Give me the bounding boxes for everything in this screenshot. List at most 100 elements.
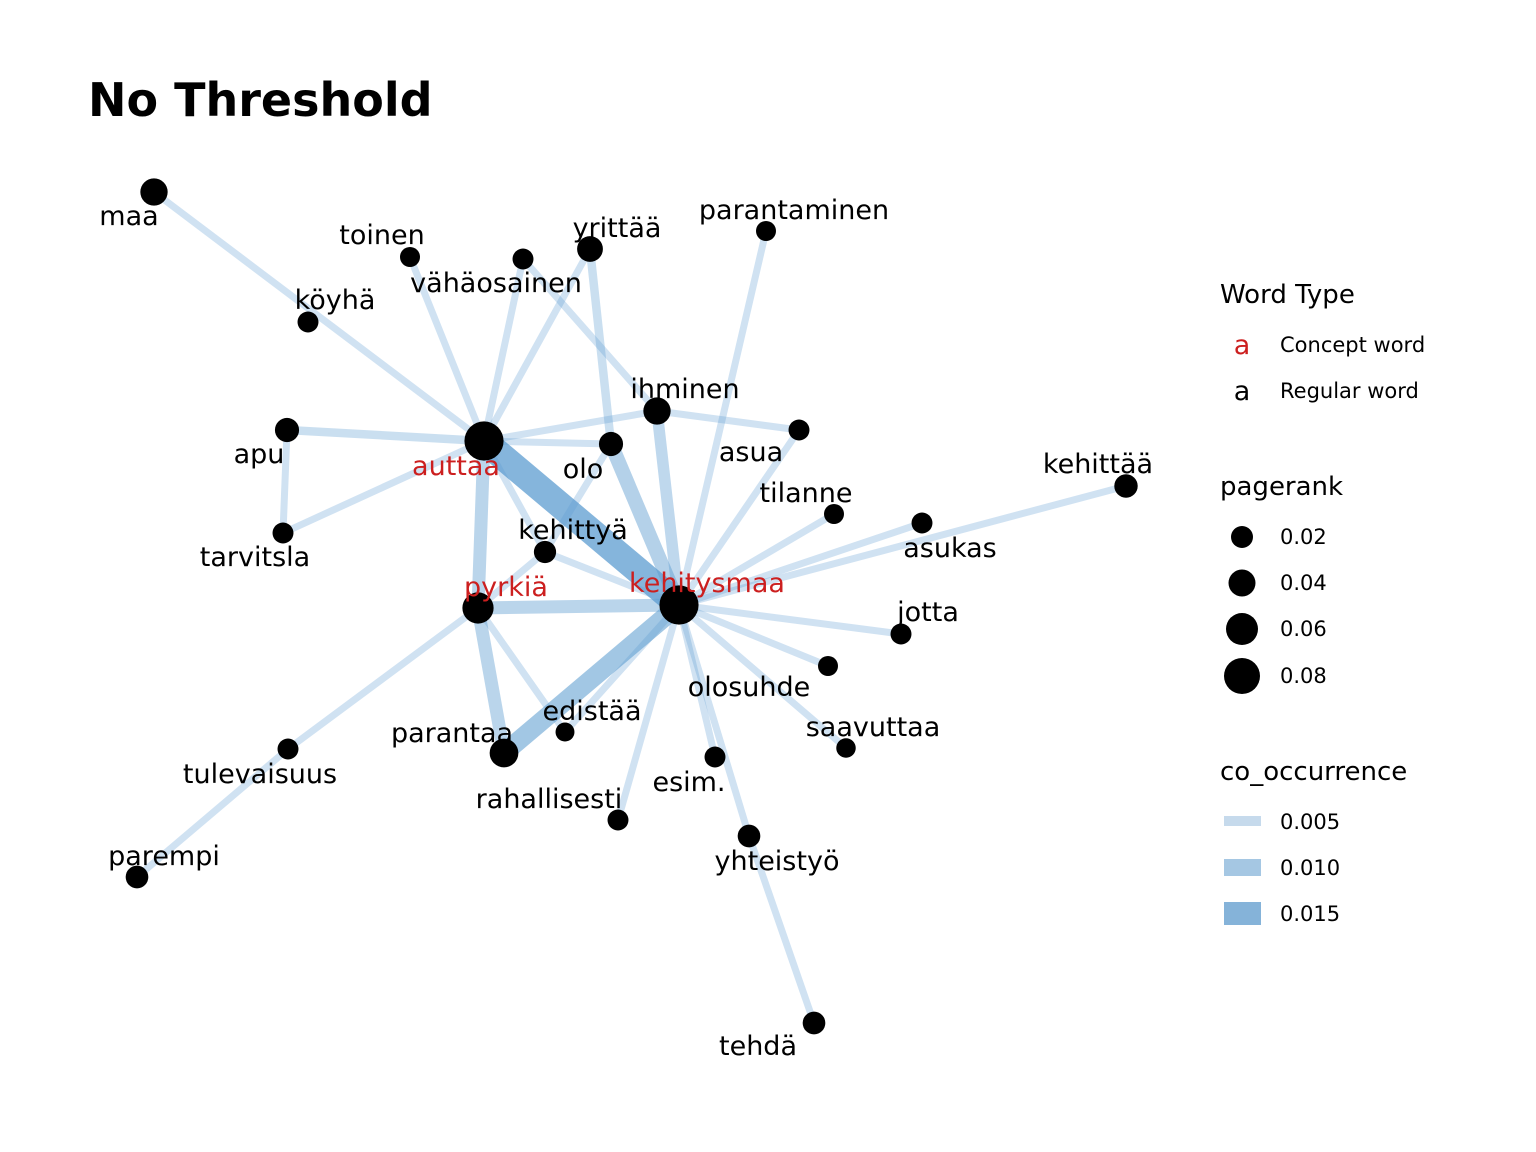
node-label-rahallisesti: rahallisesti: [476, 784, 623, 815]
node-maa: [140, 178, 168, 206]
edge-auttaa-pyrkia: [471, 440, 491, 609]
node-koyha: [297, 311, 319, 333]
node-label-olosuhde: olosuhde: [688, 672, 811, 703]
legend-regular-label: Regular word: [1280, 379, 1419, 403]
legend-co-occurrence-label: 0.010: [1280, 856, 1340, 880]
legend-pagerank-label: 0.06: [1280, 617, 1327, 641]
legend: Word Type a Concept word a Regular word …: [1220, 280, 1425, 926]
legend-concept-glyph: a: [1234, 330, 1251, 361]
node-label-edistaa: edistää: [543, 696, 642, 727]
edge-parantaminen-kehitysmaa: [675, 230, 770, 606]
edge-kehitysmaa-edistaa: [562, 602, 682, 735]
node-label-parantaminen: parantaminen: [699, 195, 889, 226]
edge-kehitysmaa-esim: [675, 604, 719, 758]
node-label-tarvitsla: tarvitsla: [200, 542, 310, 573]
edge-auttaa-kehittya: [480, 439, 549, 554]
edge-kehitysmaa-yhteistyo: [675, 603, 753, 838]
legend-co-occurrence: co_occurrence 0.005 0.010 0.015: [1220, 757, 1407, 926]
node-label-tilanne: tilanne: [760, 478, 853, 509]
edge-yhteistyo-tehda: [745, 834, 818, 1025]
node-vahaosainen: [512, 248, 534, 270]
legend-pagerank-dot: [1224, 658, 1260, 694]
node-yhteistyo: [737, 824, 761, 848]
node-tilanne: [824, 504, 844, 524]
edge-kehitysmaa-saavuttaa: [676, 602, 849, 751]
node-rahallisesti: [607, 809, 629, 831]
node-label-asukas: asukas: [903, 533, 997, 564]
edge-vahaosainen-ihminen: [520, 256, 660, 414]
node-label-parantaa: parantaa: [391, 718, 513, 749]
node-label-yhteistyo: yhteistyö: [715, 846, 840, 877]
node-label-olo: olo: [563, 454, 604, 485]
edge-ihminen-asua: [656, 407, 800, 434]
node-label-kehittaa: kehittää: [1043, 449, 1153, 480]
node-label-saavuttaa: saavuttaa: [806, 712, 941, 743]
legend-word-type-title: Word Type: [1220, 280, 1355, 310]
edge-olo-kehitysmaa: [604, 441, 686, 608]
node-tulevaisuus: [277, 738, 299, 760]
legend-co-occurrence-label: 0.015: [1280, 902, 1340, 926]
node-kehittya: [533, 540, 557, 564]
edge-pyrkia-kehitysmaa: [477, 598, 680, 615]
node-label-asua: asua: [719, 437, 783, 468]
node-label-tehda: tehdä: [719, 1031, 797, 1062]
legend-pagerank-label: 0.04: [1280, 571, 1327, 595]
node-label-pyrkia: pyrkiä: [464, 572, 548, 603]
chart-title: No Threshold: [88, 73, 433, 127]
node-label-kehitysmaa: kehitysmaa: [629, 568, 785, 599]
edge-asukas-kehitysmaa: [677, 519, 924, 609]
label-layer: maa toinen vähäosainen yrittää parantaminen k…: [99, 195, 1153, 1062]
node-edistaa: [555, 722, 575, 742]
edge-yrittaa-olo: [585, 248, 616, 445]
node-parantaa: [489, 738, 519, 768]
legend-co-occurrence-title: co_occurrence: [1220, 757, 1407, 787]
edge-asua-kehitysmaa: [676, 428, 802, 607]
node-ihminen: [643, 397, 671, 425]
node-tehda: [802, 1011, 826, 1035]
edge-kehitysmaa-jotta: [678, 601, 902, 638]
edge-tilanne-kehitysmaa: [677, 510, 836, 609]
node-kehittaa: [1114, 474, 1138, 498]
node-yrittaa: [577, 236, 603, 262]
edge-auttaa-kehitysmaa: [475, 430, 688, 616]
legend-word-type: Word Type a Concept word a Regular word: [1220, 280, 1425, 407]
node-tarvitsla: [272, 522, 294, 544]
legend-regular-glyph: a: [1234, 376, 1251, 407]
node-label-maa: maa: [99, 201, 158, 232]
node-auttaa: [464, 421, 504, 461]
node-asua: [788, 419, 810, 441]
node-label-jotta: jotta: [896, 597, 959, 628]
edge-olo-kehittya: [542, 442, 614, 554]
node-label-esim: esim.: [652, 767, 725, 798]
node-label-auttaa: auttaa: [412, 451, 500, 482]
node-label-apu: apu: [234, 439, 285, 470]
node-label-tulevaisuus: tulevaisuus: [183, 759, 337, 790]
edge-layer: [134, 189, 1127, 1025]
node-olosuhde: [818, 656, 838, 676]
node-asukas: [911, 512, 933, 534]
edge-pyrkia-tulevaisuus: [285, 605, 481, 752]
node-pyrkia: [462, 592, 494, 624]
edge-apu-auttaa: [286, 425, 485, 446]
node-toinen: [400, 247, 420, 267]
node-saavuttaa: [836, 738, 856, 758]
node-parempi: [125, 865, 149, 889]
node-esim: [704, 746, 726, 768]
legend-pagerank-label: 0.08: [1280, 664, 1327, 688]
edge-vahaosainen-auttaa: [480, 258, 527, 442]
legend-co-occurrence-swatch: [1224, 816, 1261, 826]
edge-kehittya-kehitysmaa: [543, 548, 681, 609]
edge-kehitysmaa-parantaa: [497, 597, 686, 761]
legend-co-occurrence-swatch: [1224, 902, 1261, 925]
legend-concept-label: Concept word: [1280, 333, 1425, 357]
edge-kehittaa-kehitysmaa: [678, 482, 1127, 609]
node-label-toinen: toinen: [339, 220, 424, 251]
node-parantaminen: [756, 221, 776, 241]
node-olo: [598, 431, 624, 457]
edge-pyrkia-parantaa: [471, 606, 511, 755]
edge-ihminen-kehitysmaa: [651, 410, 685, 606]
legend-pagerank: pagerank 0.02 0.04 0.06 0.08: [1220, 472, 1343, 694]
legend-pagerank-dot: [1231, 526, 1253, 548]
node-label-kehittya: kehittyä: [518, 515, 628, 546]
